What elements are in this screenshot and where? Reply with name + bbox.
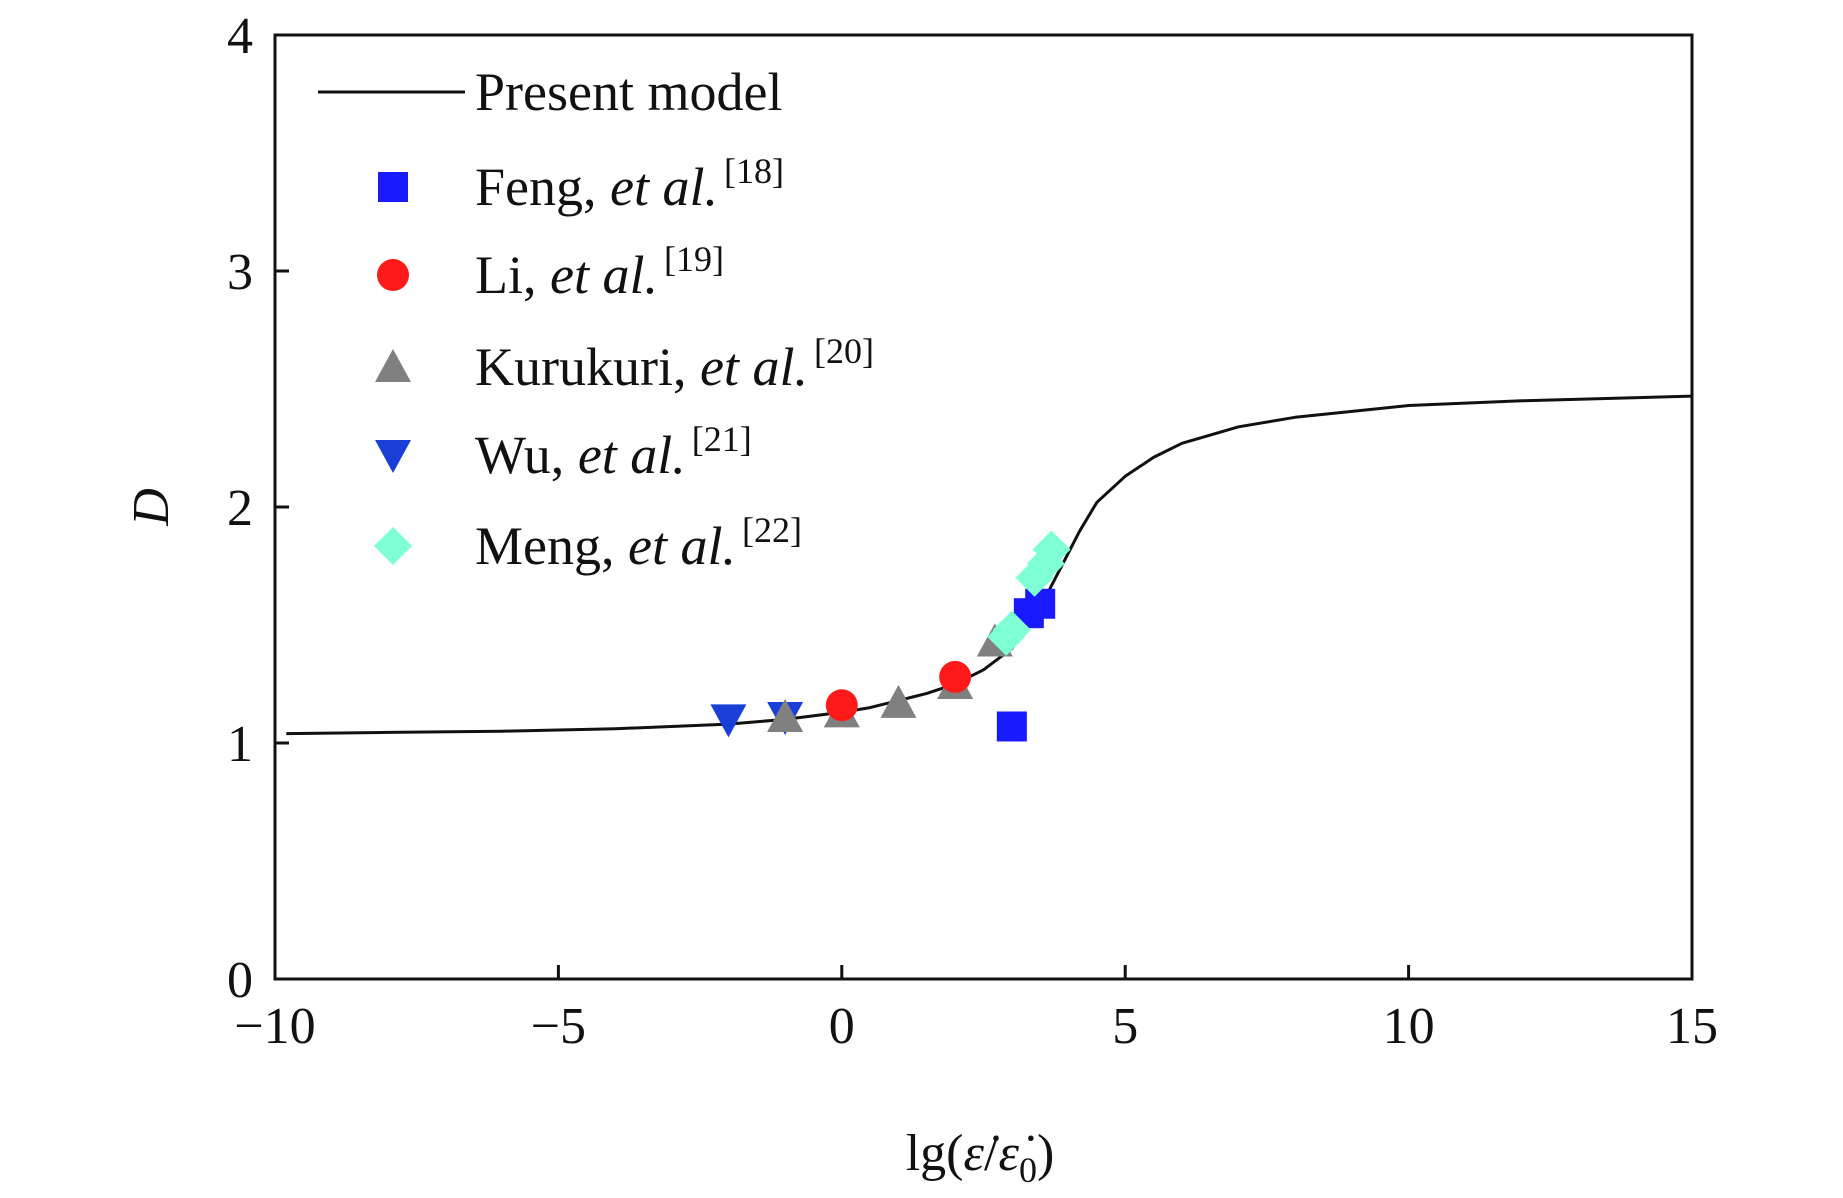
legend-label: Li, et al. [19] — [475, 239, 724, 305]
legend-name-italic: et al. — [614, 516, 735, 576]
data-point-triangle-down — [710, 704, 747, 738]
x-axis-label-part: / — [984, 1125, 999, 1182]
legend-name-italic: et al. — [564, 425, 685, 485]
legend-label: Feng, et al. [18] — [475, 151, 784, 217]
x-tick-label: 10 — [1383, 998, 1435, 1055]
legend-name: Kurukuri, — [475, 337, 686, 397]
legend-name: Meng, — [475, 516, 614, 576]
x-tick-label: 5 — [1112, 998, 1138, 1055]
data-point-square — [996, 711, 1027, 742]
legend-marker-triangle-up — [375, 349, 411, 382]
legend-reference: [21] — [692, 419, 752, 459]
legend-name: Feng, — [475, 157, 597, 217]
y-tick-label: 2 — [227, 480, 253, 537]
y-tick-label: 3 — [227, 244, 253, 301]
data-point-triangle-up — [880, 684, 917, 718]
legend-marker-square — [378, 172, 408, 202]
data-point-triangle-up — [767, 699, 804, 733]
legend-name-italic: et al. — [537, 245, 658, 305]
legend-name: Li, — [475, 245, 537, 305]
x-axis-label-part: ) — [1037, 1125, 1054, 1182]
y-tick-label: 4 — [227, 8, 253, 65]
legend-name-italic: et al. — [686, 337, 807, 397]
legend-label: Kurukuri, et al. [20] — [475, 331, 874, 397]
y-axis-label: D — [123, 488, 180, 527]
legend-marker-diamond — [374, 527, 412, 565]
legend-reference: [19] — [664, 239, 724, 279]
legend-marker-circle — [377, 259, 409, 291]
legend-label: Wu, et al. [21] — [475, 419, 752, 485]
legend-name-italic: et al. — [597, 157, 718, 217]
data-point-circle — [825, 689, 858, 722]
legend-reference: [22] — [742, 510, 802, 550]
legend-label: Present model — [475, 62, 782, 122]
legend-name: Wu, — [475, 425, 564, 485]
data-point-circle — [939, 660, 972, 693]
data-markers — [710, 530, 1071, 742]
legend-reference: [18] — [724, 151, 784, 191]
legend-name: Present model — [475, 62, 782, 122]
x-tick-label: −5 — [531, 998, 586, 1055]
data-point-diamond — [992, 610, 1031, 649]
y-tick-label: 1 — [227, 716, 253, 773]
legend-marker-triangle-down — [375, 440, 411, 473]
x-tick-label: 15 — [1666, 998, 1718, 1055]
legend-reference: [20] — [814, 331, 874, 371]
x-tick-label: 0 — [829, 998, 855, 1055]
x-tick-label: −10 — [234, 998, 315, 1055]
y-tick-label: 0 — [227, 952, 253, 1009]
data-point-diamond — [1032, 530, 1071, 569]
x-axis-label-part: 0 — [1019, 1150, 1037, 1190]
x-axis-label: lg(ε̇/ε̇0) — [906, 1125, 1055, 1190]
data-point-square — [1025, 588, 1056, 619]
x-axis-label-part: lg( — [906, 1125, 964, 1182]
legend-label: Meng, et al. [22] — [475, 510, 802, 576]
axis-ticks: −10 −5 0 5 10 15 0 1 2 3 4 — [227, 8, 1718, 1055]
